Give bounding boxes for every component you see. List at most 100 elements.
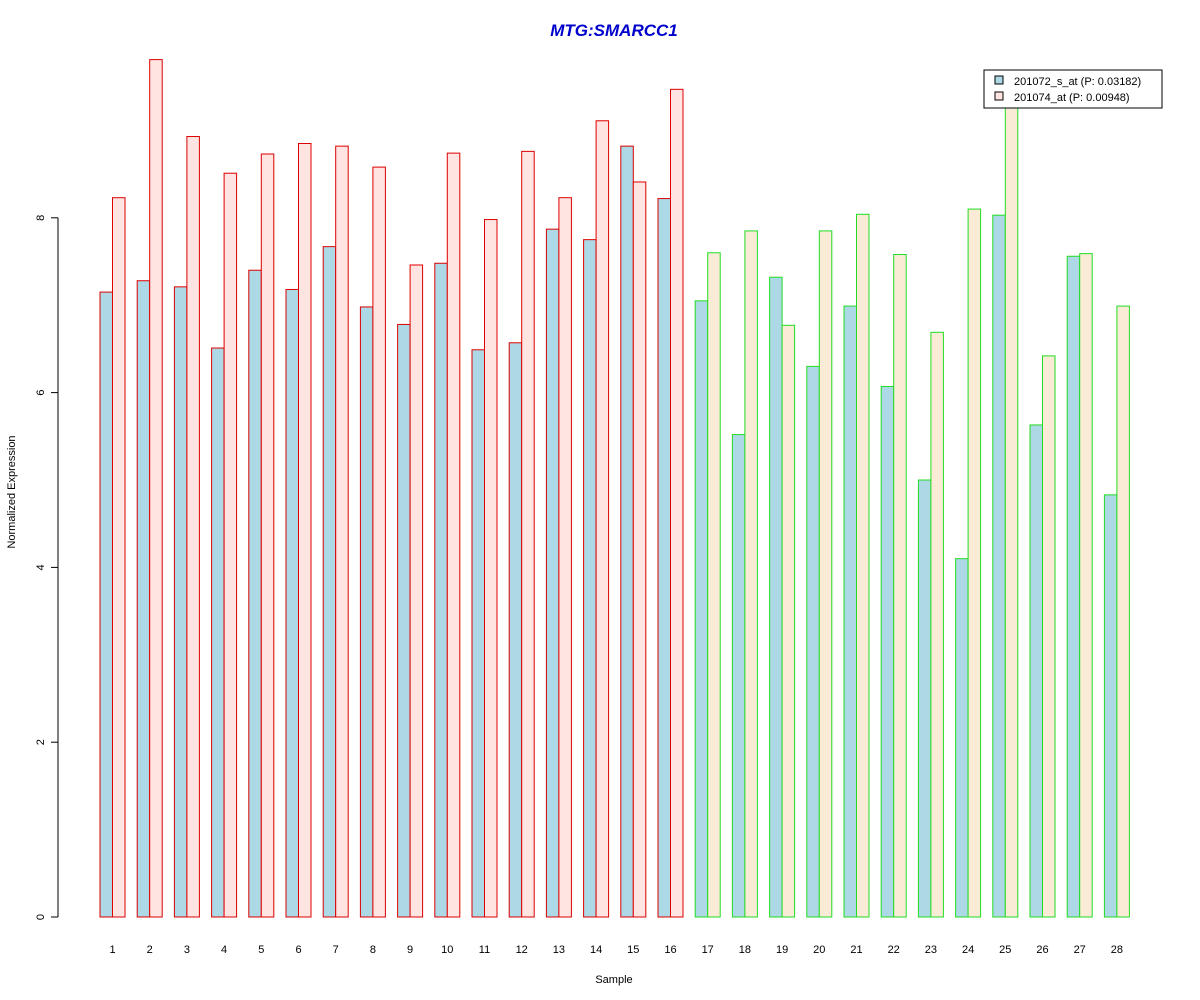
bar-series-1-sample-9 — [397, 323, 411, 918]
x-tick-label: 18 — [739, 944, 751, 956]
x-axis-label: Sample — [595, 974, 632, 986]
bar-series-1-sample-20 — [806, 365, 820, 918]
x-tick-label: 10 — [441, 944, 453, 956]
bar-series-1-sample-12 — [508, 342, 523, 918]
bar-series-1-sample-10 — [434, 262, 448, 918]
bar-series-2-sample-19 — [781, 324, 796, 918]
bar-series-2-sample-25 — [1004, 90, 1019, 918]
legend-swatch-series-1 — [994, 75, 1004, 85]
bar-series-2-sample-23 — [930, 331, 944, 918]
bar-series-1-sample-5 — [248, 269, 262, 918]
bar-series-2-sample-15 — [632, 181, 647, 918]
bar-series-2-sample-4 — [223, 172, 238, 918]
x-tick-label: 24 — [962, 944, 974, 956]
bar-series-2-sample-16 — [670, 88, 684, 918]
bar-series-2-sample-26 — [1042, 355, 1056, 918]
bar-series-1-sample-11 — [471, 349, 485, 918]
bar-series-1-sample-7 — [322, 246, 337, 918]
bar-series-2-sample-22 — [893, 254, 907, 918]
bar-series-1-sample-4 — [211, 347, 225, 918]
y-tick-label: 6 — [35, 390, 47, 396]
bar-series-1-sample-6 — [285, 288, 299, 918]
bar-series-2-sample-2 — [149, 59, 163, 918]
bar-series-2-sample-9 — [409, 264, 424, 918]
x-tick-label: 2 — [147, 944, 153, 956]
bar-series-2-sample-28 — [1116, 305, 1130, 918]
bar-series-2-sample-6 — [298, 143, 312, 918]
bar-series-2-sample-5 — [260, 153, 275, 918]
bar-series-1-sample-8 — [359, 306, 374, 918]
bar-series-1-sample-22 — [880, 385, 895, 918]
bar-series-1-sample-24 — [955, 558, 969, 918]
x-tick-label: 20 — [813, 944, 825, 956]
x-tick-label: 22 — [888, 944, 900, 956]
x-tick-label: 26 — [1036, 944, 1048, 956]
bars-group — [99, 59, 1130, 918]
y-tick-label: 4 — [35, 564, 47, 570]
x-tick-label: 27 — [1074, 944, 1086, 956]
legend-box — [983, 69, 1163, 109]
legend-swatch-series-2 — [994, 91, 1004, 101]
x-tick-label: 5 — [258, 944, 264, 956]
bar-series-1-sample-21 — [843, 305, 857, 918]
legend-label-series-1: 201072_s_at (P: 0.03182) — [1014, 76, 1141, 88]
x-tick-label: 14 — [590, 944, 602, 956]
bar-series-1-sample-14 — [583, 239, 597, 918]
chart-title: MTG:SMARCC1 — [550, 21, 678, 40]
bar-series-2-sample-24 — [967, 208, 982, 918]
legend: 201072_s_at (P: 0.03182) 201074_at (P: 0… — [983, 69, 1163, 109]
bar-series-1-sample-26 — [1029, 424, 1043, 918]
bar-series-1-sample-15 — [620, 145, 634, 918]
x-tick-label: 25 — [999, 944, 1011, 956]
bar-series-1-sample-23 — [917, 479, 932, 918]
x-tick-label: 12 — [516, 944, 528, 956]
x-tick-label: 1 — [109, 944, 115, 956]
bar-series-2-sample-3 — [186, 136, 200, 918]
bar-series-1-sample-16 — [657, 198, 671, 918]
bar-series-2-sample-8 — [372, 166, 386, 918]
x-tick-label: 17 — [702, 944, 714, 956]
x-tick-label: 4 — [221, 944, 227, 956]
x-tick-label: 19 — [776, 944, 788, 956]
bar-series-1-sample-27 — [1066, 255, 1081, 918]
bar-series-2-sample-17 — [707, 252, 721, 918]
bar-series-2-sample-7 — [335, 145, 349, 918]
x-tick-label: 7 — [333, 944, 339, 956]
x-tick-label: 13 — [553, 944, 565, 956]
bar-series-1-sample-18 — [731, 434, 746, 918]
bar-series-2-sample-20 — [818, 230, 833, 918]
bar-series-1-sample-25 — [992, 214, 1006, 918]
y-axis: 0 2 4 6 8 — [35, 215, 59, 920]
x-tick-label: 16 — [664, 944, 676, 956]
bar-series-1-sample-19 — [769, 276, 783, 918]
bar-series-1-sample-28 — [1103, 494, 1118, 918]
x-axis-tick-labels: 1 2 3 4 5 6 7 8 9 10 11 12 13 14 15 16 17 18 19 20 21 22 23 24 2… — [109, 944, 1123, 956]
legend-label-series-2: 201074_at (P: 0.00948) — [1014, 92, 1130, 104]
bar-series-1-sample-2 — [136, 280, 151, 918]
bar-series-2-sample-18 — [744, 230, 758, 918]
y-tick-label: 0 — [35, 914, 47, 920]
bar-series-2-sample-14 — [595, 120, 610, 918]
bar-series-2-sample-1 — [112, 197, 126, 918]
bar-series-2-sample-12 — [521, 150, 535, 918]
x-tick-label: 11 — [479, 944, 490, 956]
bar-series-1-sample-1 — [99, 291, 113, 918]
x-tick-label: 8 — [370, 944, 376, 956]
bar-series-1-sample-13 — [545, 228, 560, 918]
x-tick-label: 6 — [295, 944, 301, 956]
x-tick-label: 9 — [407, 944, 413, 956]
y-tick-label: 8 — [35, 215, 47, 221]
y-tick-label: 2 — [35, 739, 47, 745]
bar-series-2-sample-27 — [1079, 253, 1093, 918]
x-tick-label: 15 — [627, 944, 639, 956]
bar-series-2-sample-13 — [558, 197, 572, 918]
x-tick-label: 28 — [1111, 944, 1123, 956]
bar-series-1-sample-3 — [173, 286, 188, 918]
x-tick-label: 3 — [184, 944, 190, 956]
bar-series-2-sample-10 — [446, 152, 461, 918]
bar-series-2-sample-21 — [856, 213, 870, 918]
bar-series-2-sample-11 — [484, 219, 498, 918]
x-tick-label: 21 — [850, 944, 862, 956]
x-tick-label: 23 — [925, 944, 937, 956]
